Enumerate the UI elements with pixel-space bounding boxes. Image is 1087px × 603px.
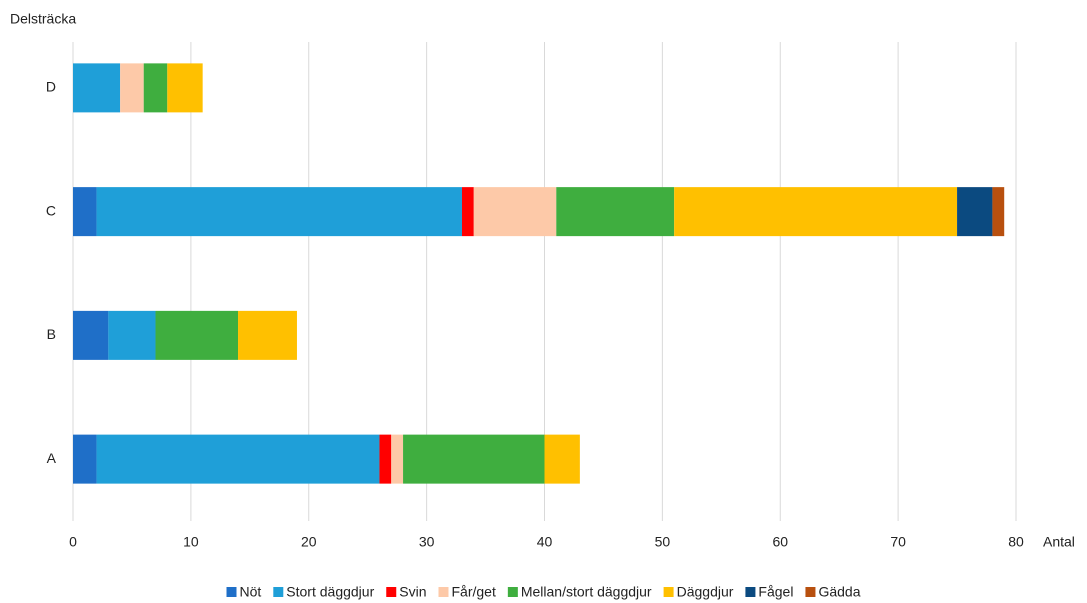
legend-swatch [745,587,756,597]
bar-segment [73,63,121,113]
x-tick-label: 20 [301,534,317,550]
legend-label: Stort däggdjur [286,584,374,600]
legend-swatch [805,587,816,597]
legend-label: Svin [399,584,426,600]
legend-swatch [226,587,237,597]
bar-segment [108,310,156,360]
legend-label: Nöt [240,584,262,600]
bar-segment [674,187,958,237]
bar-segment [73,310,109,360]
bar-segment [96,187,462,237]
y-tick-label: C [46,202,56,218]
bar-segment [73,187,97,237]
legend-swatch [438,587,449,597]
y-tick-label: B [47,326,56,342]
legend-label: Fågel [758,584,793,600]
x-tick-label: 0 [69,534,77,550]
bar-segment [238,310,297,360]
bar-segment [992,187,1005,237]
bar-segment [167,63,203,113]
bar-segment [143,63,168,113]
bar-segment [155,310,239,360]
legend-swatch [507,587,518,597]
x-tick-label: 40 [537,534,553,550]
legend-swatch [386,587,397,597]
x-tick-label: 80 [1008,534,1024,550]
y-tick-label: A [47,450,57,466]
x-tick-label: 30 [419,534,435,550]
legend-label: Gädda [818,584,860,600]
bar-segment [473,187,557,237]
bar-segment [461,187,474,237]
x-tick-label: 60 [772,534,788,550]
legend-swatch [273,587,284,597]
bar-segment [403,434,545,484]
y-tick-label: D [46,79,56,95]
bar-segment [544,434,580,484]
x-tick-label: 10 [183,534,199,550]
legend-label: Får/get [451,584,495,600]
legend-label: Mellan/stort däggdjur [521,584,652,600]
bar-segment [957,187,993,237]
bar-segment [120,63,144,113]
y-axis-title: Delsträcka [10,11,76,27]
x-tick-label: 50 [655,534,671,550]
bar-segment [96,434,380,484]
bar-segment [379,434,392,484]
x-tick-label: 70 [890,534,906,550]
bar-segment [556,187,675,237]
legend-swatch [663,587,674,597]
legend-label: Däggdjur [677,584,734,600]
bar-segment [73,434,97,484]
bar-segment [391,434,404,484]
x-axis-title: Antal [1043,534,1075,550]
